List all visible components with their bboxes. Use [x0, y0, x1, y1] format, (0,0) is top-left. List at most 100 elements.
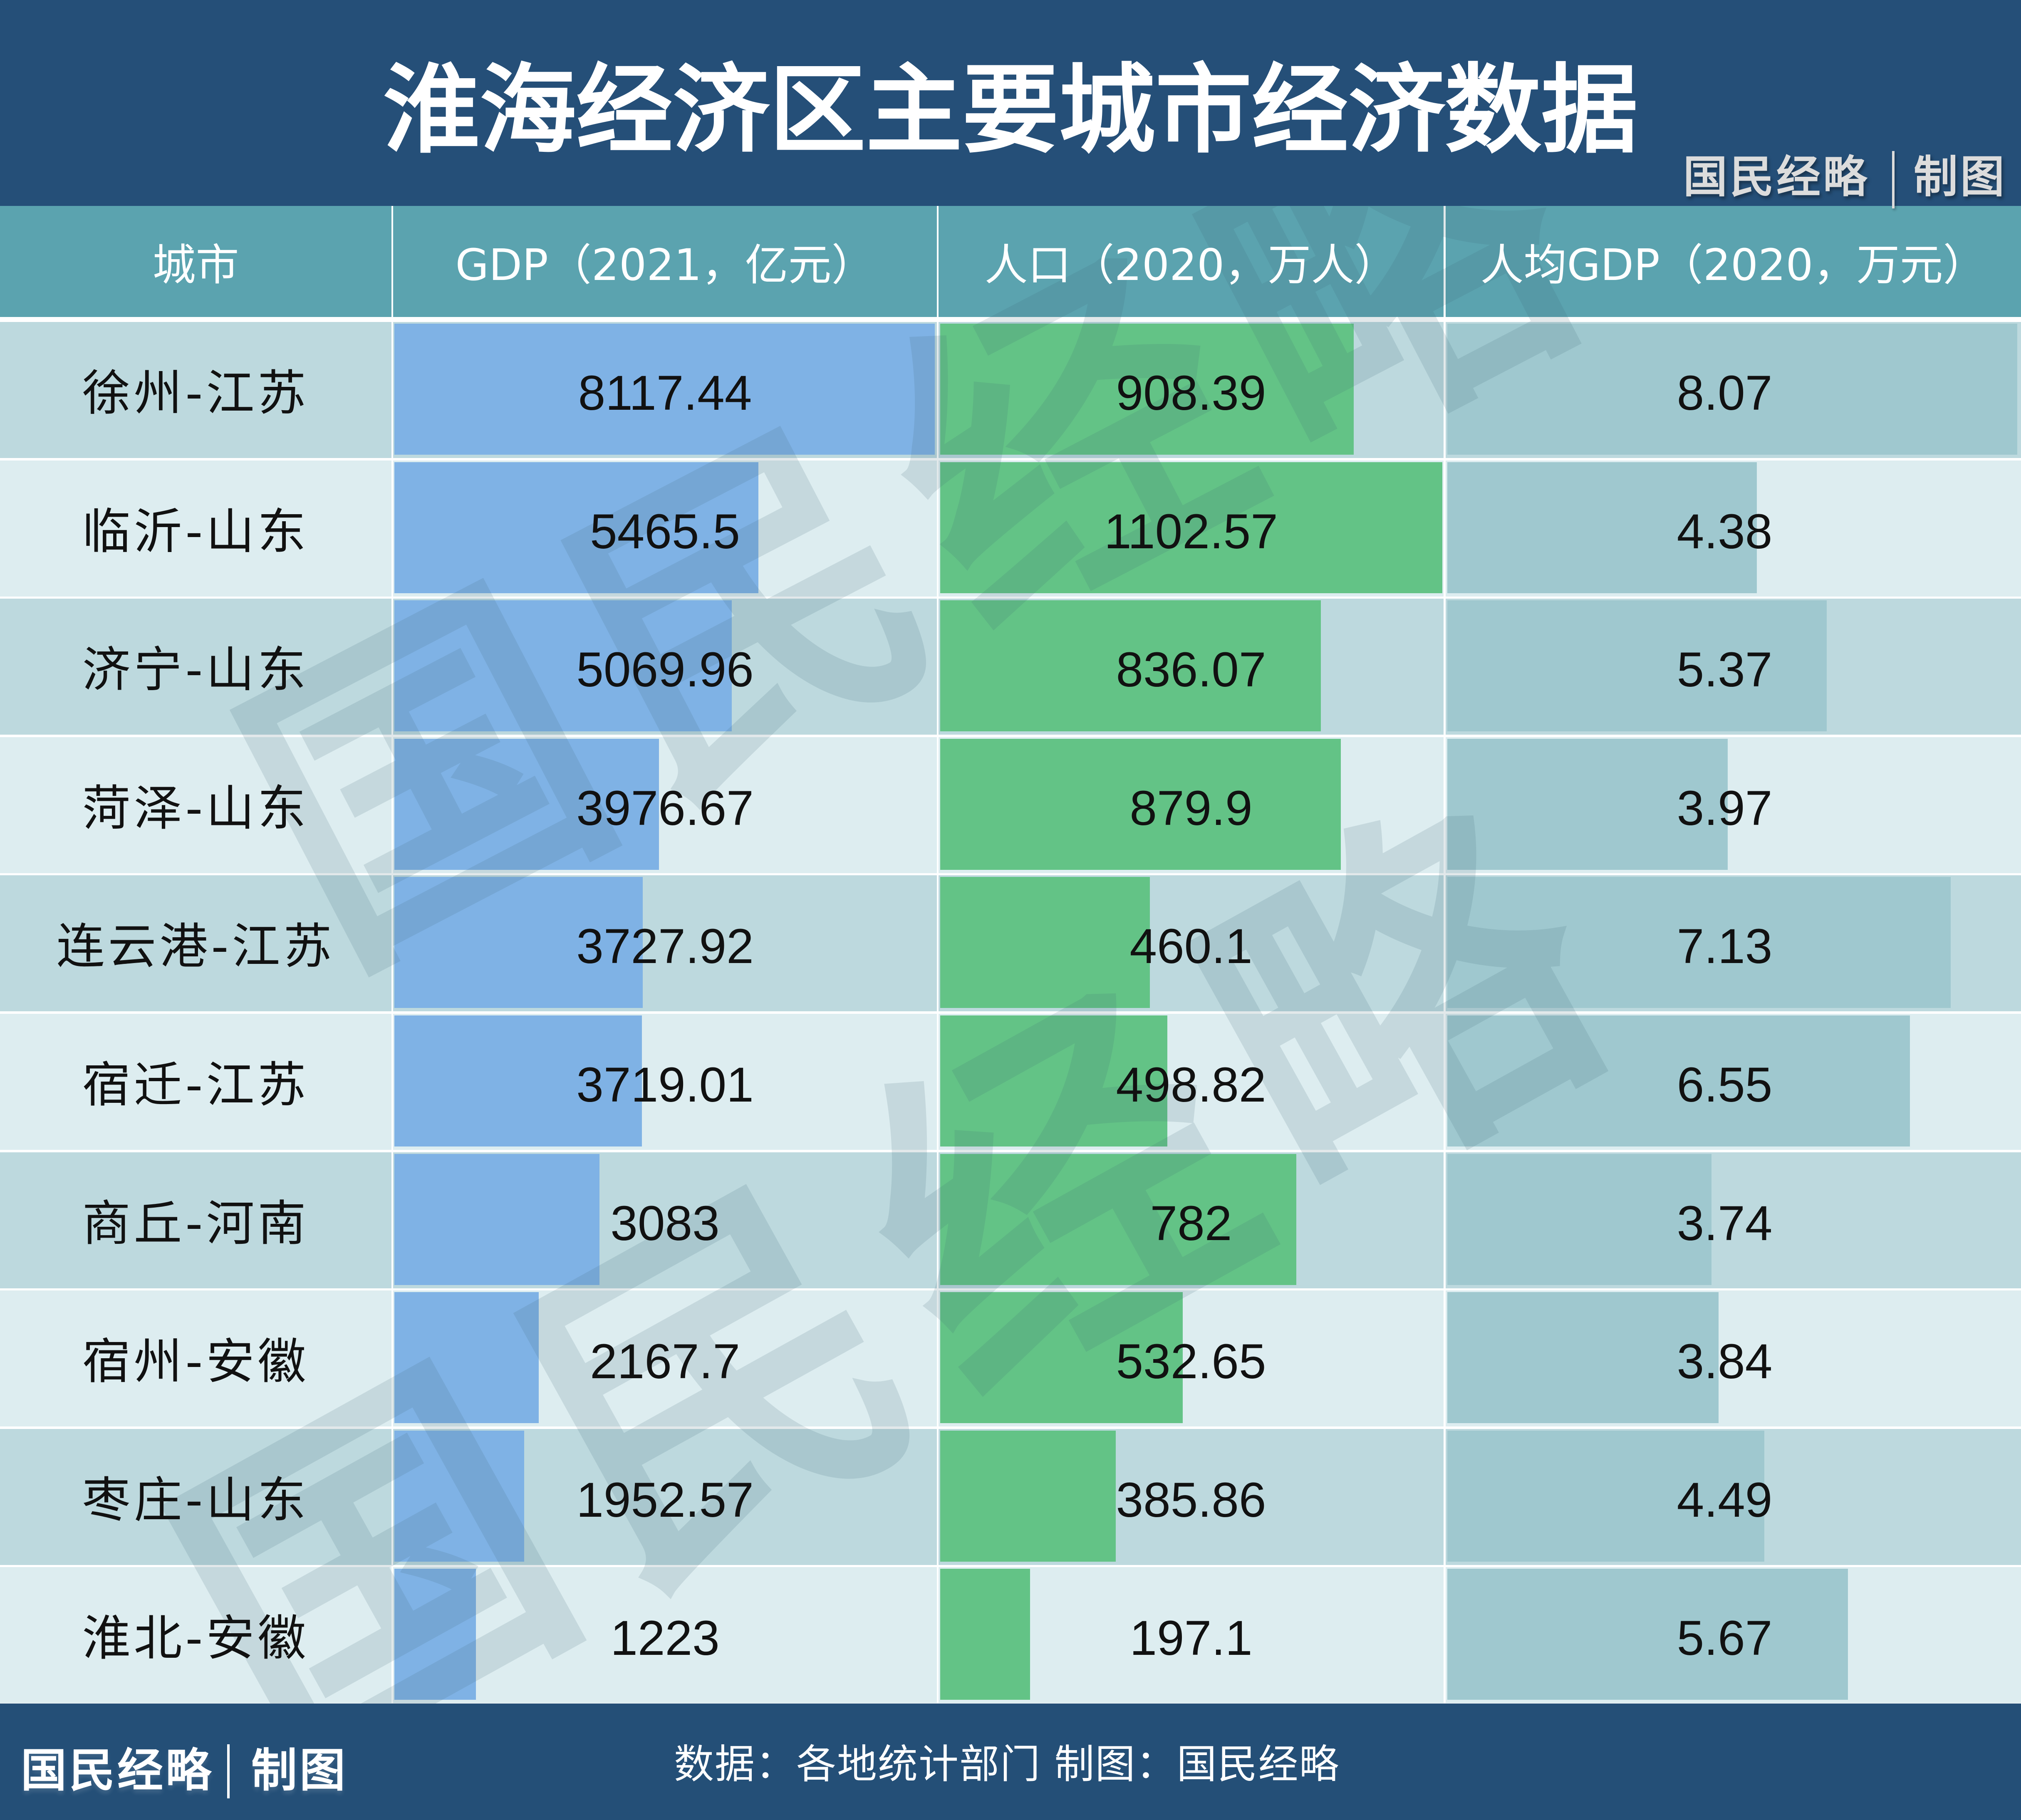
gdp-per-capita-cell: 3.97 — [1446, 737, 2021, 873]
table-row: 临沂-山东 5465.5 1102.57 4.38 — [0, 461, 2021, 597]
population-bar-track — [940, 1154, 1442, 1285]
population-value: 498.82 — [1116, 1057, 1266, 1112]
population-value: 385.86 — [1116, 1473, 1266, 1528]
gdp-per-capita-bar — [1447, 324, 2017, 455]
population-bar — [940, 462, 1442, 593]
gdp-bar — [394, 1569, 476, 1700]
gdp-bar-track — [394, 739, 935, 870]
population-value: 908.39 — [1116, 366, 1266, 421]
population-bar — [940, 739, 1341, 870]
population-cell: 836.07 — [939, 599, 1444, 735]
population-bar-track — [940, 1431, 1442, 1562]
gdp-per-capita-value: 6.55 — [1677, 1057, 1773, 1112]
gdp-per-capita-cell: 6.55 — [1446, 1014, 2021, 1150]
gdp-bar — [394, 1292, 539, 1423]
city-cell: 济宁-山东 — [0, 599, 391, 735]
gdp-bar — [394, 600, 732, 731]
table-row: 菏泽-山东 3976.67 879.9 3.97 — [0, 737, 2021, 873]
gdp-bar-track — [394, 1015, 935, 1146]
data-source-note: 数据：各地统计部门 制图：国民经略 — [674, 1741, 1340, 1788]
column-header-gdp: GDP（2021，亿元） — [393, 206, 937, 317]
title-band: 淮海经济区主要城市经济数据 国民经略 制图 — [0, 0, 2021, 206]
footer-credit-brand: 国民经略 — [21, 1743, 214, 1797]
gdp-per-capita-value: 8.07 — [1677, 366, 1773, 421]
city-cell: 宿迁-江苏 — [0, 1014, 391, 1150]
table-row: 宿州-安徽 2167.7 532.65 3.84 — [0, 1290, 2021, 1426]
population-cell: 908.39 — [939, 322, 1444, 458]
gdp-cell: 1223 — [393, 1567, 937, 1703]
gdp-bar — [394, 1431, 525, 1562]
city-cell: 临沂-山东 — [0, 461, 391, 597]
gdp-per-capita-cell: 5.67 — [1446, 1567, 2021, 1703]
gdp-cell: 3719.01 — [393, 1014, 937, 1150]
table-row: 徐州-江苏 8117.44 908.39 8.07 — [0, 322, 2021, 458]
gdp-bar-track — [394, 1292, 935, 1423]
gdp-per-capita-bar — [1447, 877, 1951, 1008]
city-cell: 连云港-江苏 — [0, 875, 391, 1011]
column-header-label: 人口（2020，万人） — [984, 240, 1398, 290]
table-row: 济宁-山东 5069.96 836.07 5.37 — [0, 599, 2021, 735]
population-bar-track — [940, 324, 1442, 455]
city-name: 济宁-山东 — [82, 642, 310, 698]
gdp-cell: 5069.96 — [393, 599, 937, 735]
city-name: 连云港-江苏 — [56, 919, 335, 975]
column-header-population: 人口（2020，万人） — [939, 206, 1444, 317]
gdp-value: 1952.57 — [576, 1473, 754, 1528]
gdp-per-capita-bar-track — [1447, 739, 2017, 870]
population-value: 197.1 — [1129, 1611, 1253, 1666]
table-row: 枣庄-山东 1952.57 385.86 4.49 — [0, 1429, 2021, 1565]
gdp-value: 3976.67 — [576, 781, 754, 836]
gdp-bar — [394, 1154, 600, 1285]
population-bar — [940, 600, 1321, 731]
gdp-bar-track — [394, 324, 935, 455]
gdp-value: 1223 — [610, 1611, 720, 1666]
column-header-label: 城市 — [152, 240, 239, 290]
city-name: 商丘-河南 — [82, 1196, 310, 1252]
gdp-per-capita-value: 3.97 — [1677, 781, 1773, 836]
population-value: 1102.57 — [1104, 504, 1278, 559]
population-bar — [940, 877, 1150, 1008]
gdp-value: 3719.01 — [576, 1057, 754, 1112]
gdp-bar-track — [394, 1154, 935, 1285]
gdp-per-capita-value: 5.67 — [1677, 1611, 1773, 1666]
gdp-cell: 3976.67 — [393, 737, 937, 873]
gdp-value: 3083 — [610, 1196, 720, 1251]
population-bar — [940, 1569, 1030, 1700]
gdp-per-capita-cell: 5.37 — [1446, 599, 2021, 735]
gdp-bar-track — [394, 600, 935, 731]
population-cell: 532.65 — [939, 1290, 1444, 1426]
gdp-per-capita-bar — [1447, 739, 1728, 870]
gdp-per-capita-bar-track — [1447, 1015, 2017, 1146]
table-row: 宿迁-江苏 3719.01 498.82 6.55 — [0, 1014, 2021, 1150]
gdp-cell: 1952.57 — [393, 1429, 937, 1565]
table-row: 连云港-江苏 3727.92 460.1 7.13 — [0, 875, 2021, 1011]
gdp-value: 3727.92 — [576, 919, 754, 974]
city-name: 临沂-山东 — [82, 504, 310, 560]
city-cell: 徐州-江苏 — [0, 322, 391, 458]
city-cell: 菏泽-山东 — [0, 737, 391, 873]
gdp-per-capita-value: 3.84 — [1677, 1334, 1773, 1389]
gdp-cell: 3727.92 — [393, 875, 937, 1011]
table-row: 淮北-安徽 1223 197.1 5.67 — [0, 1567, 2021, 1703]
city-cell: 宿州-安徽 — [0, 1290, 391, 1426]
gdp-value: 5069.96 — [576, 642, 754, 697]
population-value: 879.9 — [1129, 781, 1253, 836]
gdp-cell: 2167.7 — [393, 1290, 937, 1426]
gdp-per-capita-bar — [1447, 1015, 1910, 1146]
population-bar — [940, 324, 1354, 455]
population-cell: 385.86 — [939, 1429, 1444, 1565]
gdp-per-capita-bar — [1447, 1292, 1719, 1423]
population-value: 836.07 — [1116, 642, 1266, 697]
city-name: 宿州-安徽 — [82, 1334, 310, 1390]
population-bar — [940, 1292, 1183, 1423]
column-header-city: 城市 — [0, 206, 391, 317]
gdp-per-capita-bar-track — [1447, 1431, 2017, 1562]
gdp-per-capita-cell: 4.49 — [1446, 1429, 2021, 1565]
gdp-per-capita-bar-track — [1447, 1154, 2017, 1285]
population-bar-track — [940, 739, 1442, 870]
gdp-cell: 8117.44 — [393, 322, 937, 458]
gdp-per-capita-value: 3.74 — [1677, 1196, 1773, 1251]
city-name: 宿迁-江苏 — [82, 1057, 310, 1113]
city-name: 菏泽-山东 — [82, 780, 310, 837]
gdp-value: 8117.44 — [578, 366, 752, 421]
